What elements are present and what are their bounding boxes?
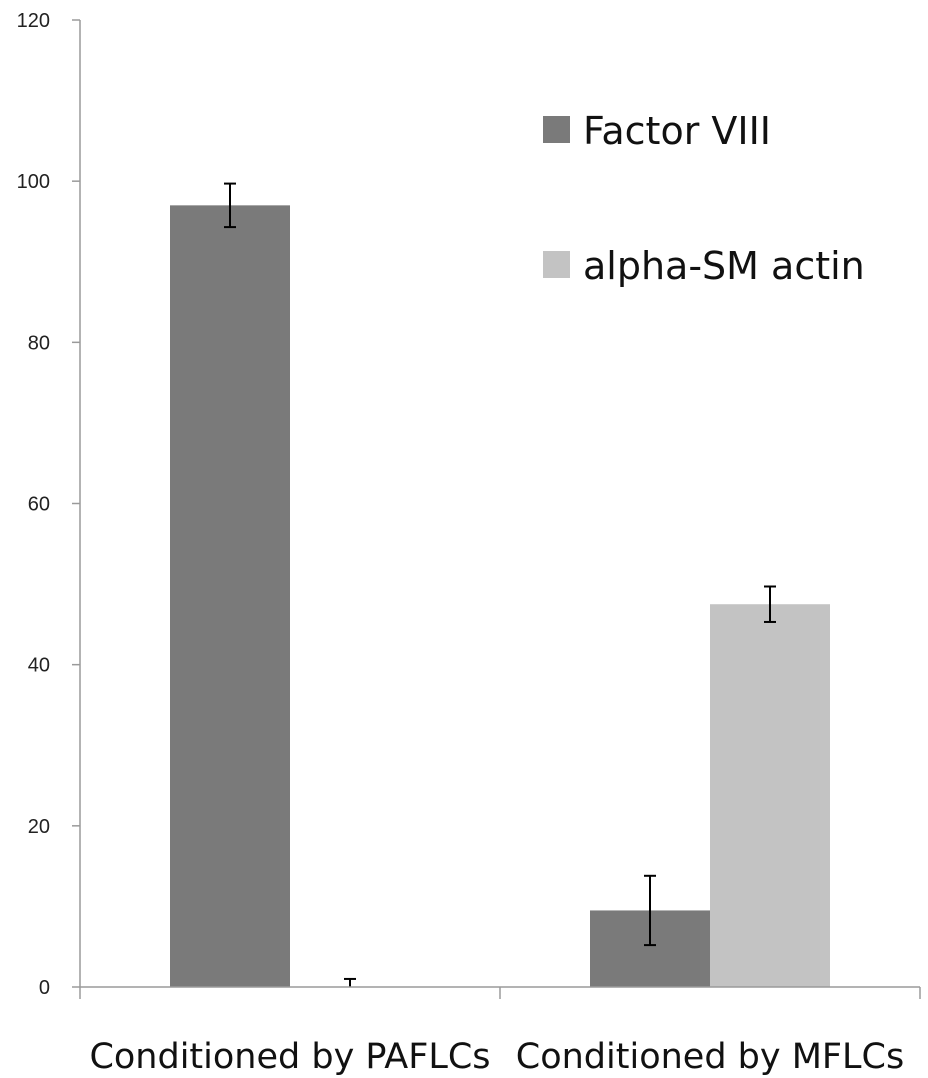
- y-axis: 0 20 40 60 80 100 120: [17, 10, 81, 999]
- x-axis: Conditioned by PAFLCs Conditioned by MFLC…: [79, 986, 921, 1077]
- category-label: Conditioned by MFLCs: [516, 1037, 904, 1077]
- y-tick-label: 0: [39, 977, 50, 999]
- legend-swatch: [543, 251, 570, 278]
- y-tick-label: 80: [28, 332, 50, 354]
- y-tick-label: 60: [28, 494, 50, 516]
- y-tick-label: 40: [28, 655, 50, 677]
- legend-label: Factor VIII: [583, 109, 771, 153]
- legend-swatch: [543, 116, 570, 143]
- bar: [710, 604, 830, 987]
- y-tick-label: 100: [17, 171, 50, 193]
- legend: Factor VIII alpha-SM actin: [543, 109, 865, 288]
- category-label: Conditioned by PAFLCs: [89, 1037, 490, 1077]
- y-tick-label: 20: [28, 816, 50, 838]
- y-tick-label: 120: [17, 10, 50, 32]
- plot-area: [170, 182, 830, 987]
- bar: [170, 205, 290, 987]
- legend-label: alpha-SM actin: [583, 244, 865, 288]
